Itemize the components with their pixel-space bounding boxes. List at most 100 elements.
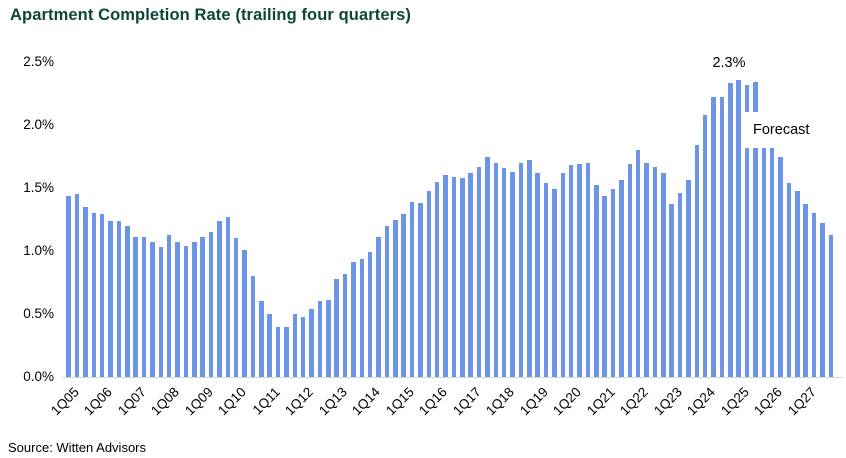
bar-4Q23 bbox=[694, 145, 700, 377]
bar-3Q11 bbox=[284, 326, 289, 377]
bar-1Q15 bbox=[401, 214, 406, 377]
x-tick-label: 1Q27 bbox=[784, 384, 819, 419]
bar-2Q25 bbox=[744, 84, 750, 377]
bar-4Q21 bbox=[627, 164, 633, 377]
bar-1Q24 bbox=[702, 114, 708, 377]
bar-4Q27 bbox=[828, 234, 834, 377]
bar-1Q14 bbox=[367, 252, 373, 377]
x-tick-label: 1Q14 bbox=[349, 384, 384, 419]
y-tick-label: 2.0% bbox=[23, 117, 54, 132]
x-tick-label: 1Q24 bbox=[684, 384, 719, 419]
forecast-annotation: Forecast bbox=[745, 112, 823, 148]
x-tick-label: 1Q21 bbox=[583, 384, 618, 419]
x-tick-label: 1Q20 bbox=[550, 384, 585, 419]
bar-2Q08 bbox=[175, 242, 180, 377]
x-tick-label: 1Q11 bbox=[249, 384, 283, 418]
chart-title: Apartment Completion Rate (trailing four… bbox=[10, 6, 412, 24]
bar-1Q16 bbox=[434, 181, 440, 377]
bar-2Q15 bbox=[409, 201, 415, 377]
bar-2Q19 bbox=[543, 182, 549, 377]
bar-4Q18 bbox=[527, 160, 532, 377]
bar-1Q07 bbox=[133, 237, 138, 377]
bar-1Q13 bbox=[334, 278, 339, 377]
bar-3Q08 bbox=[183, 245, 189, 377]
bar-2Q07 bbox=[141, 237, 147, 377]
y-tick-label: 1.5% bbox=[23, 180, 54, 195]
bar-2Q20 bbox=[577, 164, 582, 377]
bar-2Q21 bbox=[610, 189, 616, 377]
x-tick-label: 1Q23 bbox=[650, 384, 685, 419]
x-tick-label: 1Q06 bbox=[81, 384, 116, 419]
bar-3Q26 bbox=[786, 182, 792, 377]
x-tick-label: 1Q26 bbox=[751, 384, 786, 419]
x-tick-label: 1Q17 bbox=[449, 384, 484, 419]
x-tick-label: 1Q07 bbox=[114, 384, 149, 419]
x-tick-label: 1Q10 bbox=[215, 384, 250, 419]
bar-1Q25 bbox=[736, 79, 741, 377]
bar-4Q08 bbox=[192, 242, 197, 377]
x-tick-label: 1Q12 bbox=[282, 384, 317, 419]
bar-4Q20 bbox=[594, 185, 599, 377]
bar-3Q14 bbox=[384, 225, 390, 377]
bar-2Q23 bbox=[677, 193, 683, 377]
bar-2Q06 bbox=[108, 220, 113, 377]
x-tick-label: 1Q05 bbox=[47, 384, 82, 419]
bar-4Q06 bbox=[125, 225, 130, 377]
bar-4Q10 bbox=[259, 301, 264, 377]
bar-3Q17 bbox=[485, 156, 490, 377]
bar-3Q13 bbox=[351, 262, 356, 377]
bar-2Q13 bbox=[342, 273, 348, 377]
y-tick-label: 1.0% bbox=[23, 243, 54, 258]
bar-3Q07 bbox=[150, 242, 155, 377]
bar-1Q17 bbox=[468, 172, 473, 377]
bar-3Q23 bbox=[686, 180, 691, 377]
bar-3Q25 bbox=[753, 82, 758, 377]
x-tick-label: 1Q18 bbox=[483, 384, 518, 419]
bar-4Q11 bbox=[292, 314, 298, 377]
bar-3Q16 bbox=[451, 176, 457, 377]
bar-3Q27 bbox=[820, 223, 825, 377]
bar-2Q22 bbox=[644, 162, 649, 377]
bar-1Q09 bbox=[200, 237, 205, 377]
bar-3Q18 bbox=[518, 162, 524, 377]
x-tick-label: 1Q22 bbox=[617, 384, 652, 419]
bar-1Q27 bbox=[803, 204, 808, 377]
bar-4Q25 bbox=[761, 147, 767, 377]
bar-1Q23 bbox=[669, 204, 674, 377]
bar-1Q10 bbox=[233, 238, 239, 377]
bar-4Q09 bbox=[225, 216, 231, 377]
bar-3Q24 bbox=[719, 97, 725, 377]
bar-1Q12 bbox=[300, 316, 306, 377]
bar-1Q19 bbox=[535, 172, 540, 377]
x-tick-label: 1Q25 bbox=[717, 384, 752, 419]
bar-4Q16 bbox=[460, 177, 465, 377]
x-tick-label: 1Q19 bbox=[516, 384, 551, 419]
bar-3Q20 bbox=[585, 162, 591, 377]
bar-3Q21 bbox=[619, 180, 624, 377]
bar-2Q14 bbox=[376, 237, 381, 377]
bar-2Q10 bbox=[242, 249, 247, 377]
bar-4Q22 bbox=[661, 172, 666, 377]
bar-2Q05 bbox=[74, 194, 80, 377]
y-tick-label: 2.5% bbox=[23, 54, 54, 69]
bar-4Q14 bbox=[393, 219, 398, 377]
bar-1Q08 bbox=[166, 234, 172, 377]
bar-2Q16 bbox=[443, 175, 448, 377]
y-tick-label: 0.0% bbox=[23, 369, 54, 384]
x-tick-label: 1Q15 bbox=[382, 384, 417, 419]
bar-1Q06 bbox=[99, 214, 105, 377]
bar-4Q15 bbox=[426, 190, 432, 377]
bar-4Q26 bbox=[795, 190, 800, 377]
x-tick-label: 1Q09 bbox=[181, 384, 216, 419]
bar-3Q10 bbox=[250, 276, 256, 377]
bar-4Q13 bbox=[359, 258, 365, 377]
bar-1Q18 bbox=[501, 167, 507, 377]
x-tick-label: 1Q13 bbox=[315, 384, 350, 419]
bar-4Q07 bbox=[158, 247, 164, 377]
bar-2Q09 bbox=[208, 232, 214, 377]
y-tick-label: 0.5% bbox=[23, 306, 54, 321]
bar-1Q21 bbox=[602, 195, 607, 377]
bar-3Q19 bbox=[552, 189, 557, 377]
bar-2Q12 bbox=[309, 308, 314, 377]
